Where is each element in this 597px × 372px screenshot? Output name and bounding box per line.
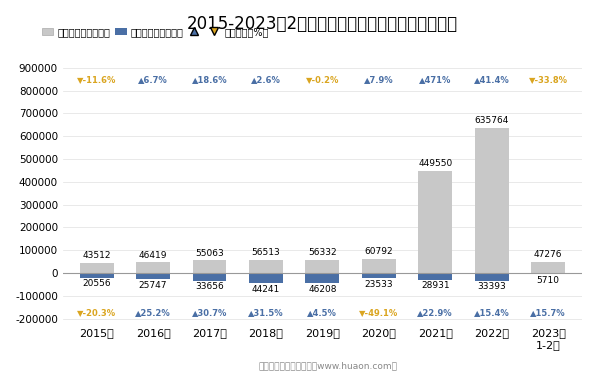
Text: 47276: 47276	[534, 250, 562, 259]
Text: ▲41.4%: ▲41.4%	[474, 75, 510, 84]
Text: ▲15.7%: ▲15.7%	[530, 308, 566, 317]
Text: ▼-49.1%: ▼-49.1%	[359, 308, 398, 317]
Text: ▲31.5%: ▲31.5%	[248, 308, 284, 317]
Title: 2015-2023年2月青岛胶州湾综合保税区进、出口额: 2015-2023年2月青岛胶州湾综合保税区进、出口额	[187, 15, 458, 33]
Bar	[79, 263, 113, 273]
Text: ▼-33.8%: ▼-33.8%	[528, 75, 568, 84]
Bar	[306, 273, 339, 283]
Text: 25747: 25747	[139, 280, 167, 290]
Text: ▲22.9%: ▲22.9%	[417, 308, 453, 317]
Bar	[418, 170, 452, 273]
Text: ▲2.6%: ▲2.6%	[251, 75, 281, 84]
Bar	[249, 260, 283, 273]
Bar	[249, 273, 283, 283]
Bar	[193, 273, 226, 280]
Text: ▲25.2%: ▲25.2%	[135, 308, 171, 317]
Bar	[362, 273, 396, 278]
Bar	[475, 273, 509, 280]
Text: ▼-11.6%: ▼-11.6%	[77, 75, 116, 84]
Text: 33656: 33656	[195, 282, 224, 291]
Text: ▲4.5%: ▲4.5%	[307, 308, 337, 317]
Text: ▲15.4%: ▲15.4%	[474, 308, 510, 317]
Bar	[531, 273, 565, 274]
Text: 5710: 5710	[537, 276, 559, 285]
Bar	[531, 262, 565, 273]
Text: 46419: 46419	[139, 251, 167, 260]
Bar	[193, 260, 226, 273]
Bar	[362, 259, 396, 273]
Text: ▲30.7%: ▲30.7%	[192, 308, 227, 317]
Bar	[136, 262, 170, 273]
Text: 43512: 43512	[82, 251, 111, 260]
Text: 28931: 28931	[421, 281, 450, 291]
Text: 56332: 56332	[308, 248, 337, 257]
Text: 20556: 20556	[82, 279, 111, 288]
Text: 46208: 46208	[308, 285, 337, 294]
Bar	[418, 273, 452, 280]
Text: ▲18.6%: ▲18.6%	[192, 75, 227, 84]
Text: 33393: 33393	[478, 282, 506, 291]
Text: 60792: 60792	[365, 247, 393, 256]
Text: 56513: 56513	[251, 248, 281, 257]
Text: 635764: 635764	[475, 116, 509, 125]
Legend: 出口总额（万美元）, 进口总额（万美元）, , 同比增速（%）: 出口总额（万美元）, 进口总额（万美元）, , 同比增速（%）	[42, 27, 269, 37]
Text: 44241: 44241	[252, 285, 280, 294]
Bar	[475, 128, 509, 273]
Text: 449550: 449550	[418, 159, 453, 168]
Text: 制图：华经产业研究院（www.huaon.com）: 制图：华经产业研究院（www.huaon.com）	[259, 361, 398, 370]
Text: ▼-0.2%: ▼-0.2%	[306, 75, 339, 84]
Text: ▲471%: ▲471%	[419, 75, 451, 84]
Text: ▼-20.3%: ▼-20.3%	[77, 308, 116, 317]
Text: ▲7.9%: ▲7.9%	[364, 75, 393, 84]
Bar	[306, 260, 339, 273]
Text: ▲6.7%: ▲6.7%	[138, 75, 168, 84]
Bar	[136, 273, 170, 279]
Text: 55063: 55063	[195, 249, 224, 258]
Bar	[79, 273, 113, 278]
Text: 23533: 23533	[365, 280, 393, 289]
